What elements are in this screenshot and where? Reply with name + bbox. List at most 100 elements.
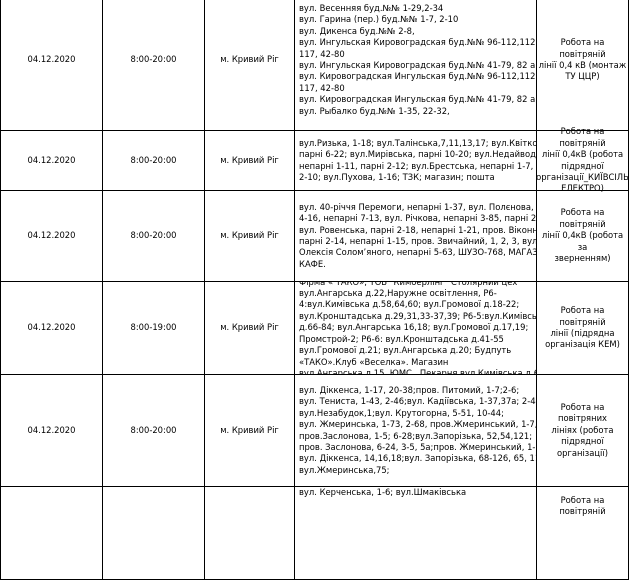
place-cell: м. Кривий Ріг — [205, 191, 295, 282]
address-line: Промстрой-2; Р6-6: вул.Кронштадська д.41… — [299, 333, 504, 344]
work-cell: Робота на повітряній лінії 0,4кВ (робота … — [537, 191, 629, 282]
address-line: пров.Заслонова, 1-5; 6-28;вул.Запорізька… — [299, 430, 533, 441]
work-line: лінії 0,4кВ (робота — [541, 149, 624, 160]
work-line: організація КЕМ) — [545, 339, 620, 350]
place-cell: м. Кривий Ріг — [205, 282, 295, 375]
address-cell: Фірма « ТАКО», ТОВ "Кимберлінг" Столярни… — [295, 282, 537, 375]
work-line: організації) — [557, 447, 608, 458]
address-line: вул. Керченська, 1-6; вул.Шмаківська — [299, 487, 467, 497]
place-cell: м. Кривий Ріг — [205, 0, 295, 131]
date: 04.12.2020 — [27, 230, 76, 241]
address-cell: вул. Весенняя буд.№№ 1-29,2-34 вул. Гарин… — [295, 0, 537, 131]
address-line: вул. Тениста, 1-43, 2-46;вул. Кадіївська… — [299, 396, 537, 407]
work-cell: Робота на повітряній лінії 0,4кВ (робота п… — [536, 126, 629, 194]
address-line: вул. Весенняя буд.№№ 1-29,2-34 — [299, 2, 444, 13]
address-cell: вул.Ризька, 1-18; вул.Талінська,7,11,13,… — [295, 131, 537, 191]
work-line: лініях (робота — [551, 424, 614, 435]
time-cell: 8:00-20:00 — [103, 131, 205, 191]
work-line: підрядної — [561, 160, 604, 171]
work-line: лінії 0,4 кВ (монтаж — [538, 60, 627, 70]
time: 8:00-20:00 — [130, 424, 177, 435]
address-cell: вул. Діккенса, 1-17, 20-38;пров. Питомий… — [295, 375, 537, 487]
address-line: «ТАКО».Клуб «Веселка». Магазин — [299, 356, 449, 367]
work-cell: Робота на повітряній лінії 0,4 кВ (монтаж… — [537, 0, 629, 131]
time-cell: 8:00-20:00 — [103, 0, 205, 131]
work-line: лінії (підрядна — [550, 328, 615, 338]
address-line: д.66-84; вул.Ангарська 16,18; вул.Громов… — [299, 322, 529, 333]
date-cell: 04.12.2020 — [0, 131, 103, 191]
address-line: вул. Ингульская Кировоградская буд.№№ 41… — [299, 60, 537, 70]
address-line: вул. Ингульская Кировоградская буд.№№ 96… — [299, 37, 537, 48]
address-line: вул. Дикенса буд.№№ 2-8, — [299, 25, 415, 36]
place: м. Кривий Ріг — [220, 154, 279, 165]
work-line: Робота на повітряній — [559, 37, 606, 59]
work-cell: Робота на повітряних лініях (робота підряд… — [537, 375, 629, 487]
address-line: Олексія Соломʼяного, непарні 5-63, ШУЗО-… — [299, 247, 537, 258]
place-cell — [205, 487, 295, 580]
address-line: вул. Діккенса, 14,16,18;вул. Запорізька,… — [299, 453, 537, 464]
place: м. Кривий Ріг — [220, 424, 279, 435]
date: 04.12.2020 — [27, 424, 76, 435]
address-line: вул.Незабудок,1;вул. Крутогорна, 5-51, 1… — [299, 407, 504, 418]
date-cell: 04.12.2020 — [0, 282, 103, 375]
address-line: вул. Ровенська, парні 2-18, непарні 1-21… — [299, 224, 537, 235]
address-line: непарні 1-11, парні 2-12; вул.Брестська,… — [299, 160, 537, 171]
time-cell: 8:00-20:00 — [103, 375, 205, 487]
work-line: Робота на повітряній — [559, 207, 606, 229]
work-line: Робота на повітряній — [559, 495, 606, 517]
work-cell: Робота на повітряній лінії (підрядна орган… — [537, 282, 629, 375]
date: 04.12.2020 — [27, 54, 76, 65]
address-line: Фірма « ТАКО», ТОВ "Кимберлінг" Столярни… — [299, 282, 517, 288]
work-line: лінії 0,4кВ (робота за — [541, 230, 624, 252]
address-line: вул. Рыбалко буд.№№ 1-35, 22-32, — [299, 105, 450, 116]
date-cell: 04.12.2020 — [0, 0, 103, 131]
place: м. Кривий Ріг — [220, 230, 279, 241]
work-line: ТУ ЦЦР) — [565, 71, 600, 82]
time: 8:00-20:00 — [130, 54, 177, 65]
address-line: вул.Ризька, 1-18; вул.Талінська,7,11,13,… — [299, 137, 537, 148]
address-line: вул.Жмеринська,75; — [299, 464, 390, 475]
time-cell: 8:00-20:00 — [103, 191, 205, 282]
address-line: 117, 42-80 — [299, 48, 345, 59]
address-line: вул. Кировоградская Ингульская буд.№№ 96… — [299, 71, 537, 82]
work-line: Робота на повітряній — [559, 305, 606, 327]
address-line: вул.Ангарська д.22,Наружне освітлення, Р… — [299, 288, 497, 299]
address-line: 2-10; вул.Пухова, 1-16; ТЗК; магазин; по… — [299, 171, 495, 182]
address-line: 117, 42-80 — [299, 82, 345, 93]
work-line: Робота на повітряній — [559, 126, 606, 148]
work-line: Робота на повітряних — [558, 401, 607, 424]
work-line: організації_КИЇВСІЛЬ — [536, 171, 629, 182]
time-cell: 8:00-19:00 — [103, 282, 205, 375]
address-line: 4-16, непарні 7-13, вул. Річкова, непарн… — [299, 213, 537, 224]
time: 8:00-20:00 — [130, 230, 177, 241]
date-cell: 04.12.2020 — [0, 191, 103, 282]
address-line: вул.Кронштадська д.29,31,33-37,39; Р6-5:… — [299, 310, 537, 321]
date-cell — [0, 487, 103, 580]
time: 8:00-19:00 — [130, 322, 177, 333]
address-line: вул. Діккенса, 1-17, 20-38;пров. Питомий… — [299, 384, 520, 395]
work-line: зверненням) — [554, 253, 611, 264]
address-line: вул. Гарина (пер.) буд.№№ 1-7, 2-10 — [299, 14, 459, 25]
address-line: вул.Ангарська д.15, ЮМС , Пекарня вул.Ки… — [299, 367, 537, 375]
time-cell — [103, 487, 205, 580]
address-line: вул.Громової д.21; вул.Ангарська д.20; Б… — [299, 345, 512, 356]
address-line: вул. Кировоградская Ингульская буд.№№ 41… — [299, 94, 537, 105]
work-line: ЕЛЕКТРО) — [561, 183, 604, 194]
address-line: вул. 40-річчя Перемоги, непарні 1-37, ву… — [299, 201, 537, 212]
address-cell: вул. 40-річчя Перемоги, непарні 1-37, ву… — [295, 191, 537, 282]
work-cell: Робота на повітряній — [537, 487, 629, 580]
place: м. Кривий Ріг — [220, 322, 279, 333]
date: 04.12.2020 — [27, 154, 76, 165]
address-line: парні 2-14, непарні 1-15, пров. Звичайни… — [299, 236, 537, 246]
place: м. Кривий Ріг — [220, 54, 279, 65]
date: 04.12.2020 — [27, 322, 76, 333]
date-cell: 04.12.2020 — [0, 375, 103, 487]
address-line: КАФЕ. — [299, 258, 326, 269]
address-line: 4:вул.Кимівська д.58,64,60; вул.Громової… — [299, 299, 520, 310]
place-cell: м. Кривий Ріг — [205, 131, 295, 191]
address-line: пров. Заслонова, 6-24, 3-5, 5а;пров. Жме… — [299, 441, 537, 452]
time: 8:00-20:00 — [130, 154, 177, 165]
work-line: підрядної — [561, 436, 604, 447]
address-cell: вул. Керченська, 1-6; вул.Шмаківська — [295, 487, 537, 580]
